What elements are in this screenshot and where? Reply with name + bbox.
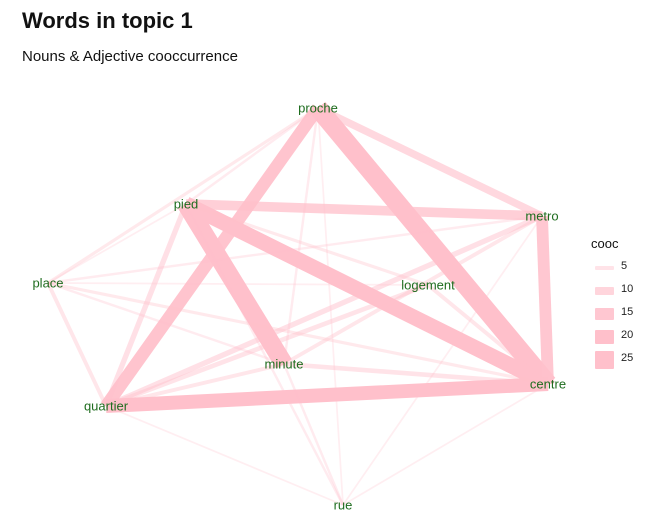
legend-title: cooc bbox=[591, 236, 619, 251]
edge-proche-rue bbox=[317, 107, 344, 506]
edge-pied-metro bbox=[185, 199, 543, 221]
chart-subtitle: Nouns & Adjective cooccurrence bbox=[22, 48, 238, 65]
edge-metro-place bbox=[47, 214, 543, 285]
edge-logement-centre bbox=[426, 283, 550, 386]
edge-centre-rue bbox=[342, 383, 549, 506]
edge-proche-pied bbox=[185, 107, 319, 205]
node-label-quartier: quartier bbox=[84, 399, 129, 414]
node-label-rue: rue bbox=[334, 498, 353, 513]
node-label-place: place bbox=[32, 276, 63, 291]
legend-label: 20 bbox=[621, 329, 634, 341]
edge-metro-rue bbox=[342, 215, 543, 506]
edge-pied-centre bbox=[182, 197, 552, 391]
legend-label: 15 bbox=[621, 306, 634, 318]
edge-quartier-centre bbox=[105, 377, 549, 413]
node-label-logement: logement bbox=[401, 278, 455, 293]
edge-proche-minute bbox=[282, 107, 320, 365]
node-label-minute: minute bbox=[264, 357, 303, 372]
legend-row: 25 bbox=[591, 349, 649, 372]
node-label-pied: pied bbox=[174, 197, 199, 212]
edge-proche-metro bbox=[316, 104, 544, 220]
edge-pied-minute bbox=[178, 199, 292, 369]
legend-key-swatch bbox=[595, 350, 614, 370]
edge-pied-rue bbox=[184, 203, 345, 506]
legend-row: 5 bbox=[591, 257, 649, 280]
legend-label: 5 bbox=[621, 260, 628, 272]
edge-pied-logement bbox=[185, 202, 429, 287]
edge-proche-place bbox=[47, 106, 319, 285]
node-label-proche: proche bbox=[298, 101, 338, 116]
edge-place-minute bbox=[47, 281, 285, 366]
edge-metro-centre bbox=[536, 215, 554, 385]
legend-rows: 5 10 15 20 25 bbox=[591, 257, 649, 372]
edge-quartier-minute bbox=[105, 362, 285, 408]
legend-key-swatch bbox=[595, 308, 614, 320]
legend-row: 10 bbox=[591, 280, 649, 303]
legend-row: 15 bbox=[591, 303, 649, 326]
network-graph: proche pied metro place logement minute centre… bbox=[32, 101, 566, 513]
edge-quartier-logement bbox=[105, 282, 429, 409]
legend-key-swatch bbox=[595, 287, 614, 295]
edge-quartier-place bbox=[46, 282, 108, 407]
edge-place-centre bbox=[47, 281, 549, 386]
edge-proche-centre bbox=[310, 101, 556, 391]
edge-place-logement bbox=[47, 282, 429, 286]
legend-label: 25 bbox=[621, 352, 634, 364]
legend-key-swatch bbox=[595, 329, 614, 345]
edge-layer bbox=[46, 101, 556, 506]
legend-row: 20 bbox=[591, 326, 649, 349]
edge-minute-centre bbox=[283, 361, 549, 387]
edge-quartier-rue bbox=[105, 405, 344, 506]
node-label-layer: proche pied metro place logement minute centre… bbox=[32, 101, 566, 513]
edge-pied-quartier bbox=[103, 203, 189, 407]
legend-label: 10 bbox=[621, 283, 634, 295]
edge-metro-minute bbox=[283, 214, 543, 366]
chart-title: Words in topic 1 bbox=[22, 8, 193, 33]
legend-key-swatch bbox=[595, 265, 614, 271]
node-label-centre: centre bbox=[530, 377, 566, 392]
edge-metro-quartier bbox=[104, 213, 544, 409]
edge-minute-rue bbox=[282, 363, 345, 506]
cooc-legend: cooc 5 10 15 20 25 bbox=[591, 236, 649, 372]
node-label-metro: metro bbox=[525, 209, 558, 224]
edge-pied-place bbox=[47, 203, 187, 284]
